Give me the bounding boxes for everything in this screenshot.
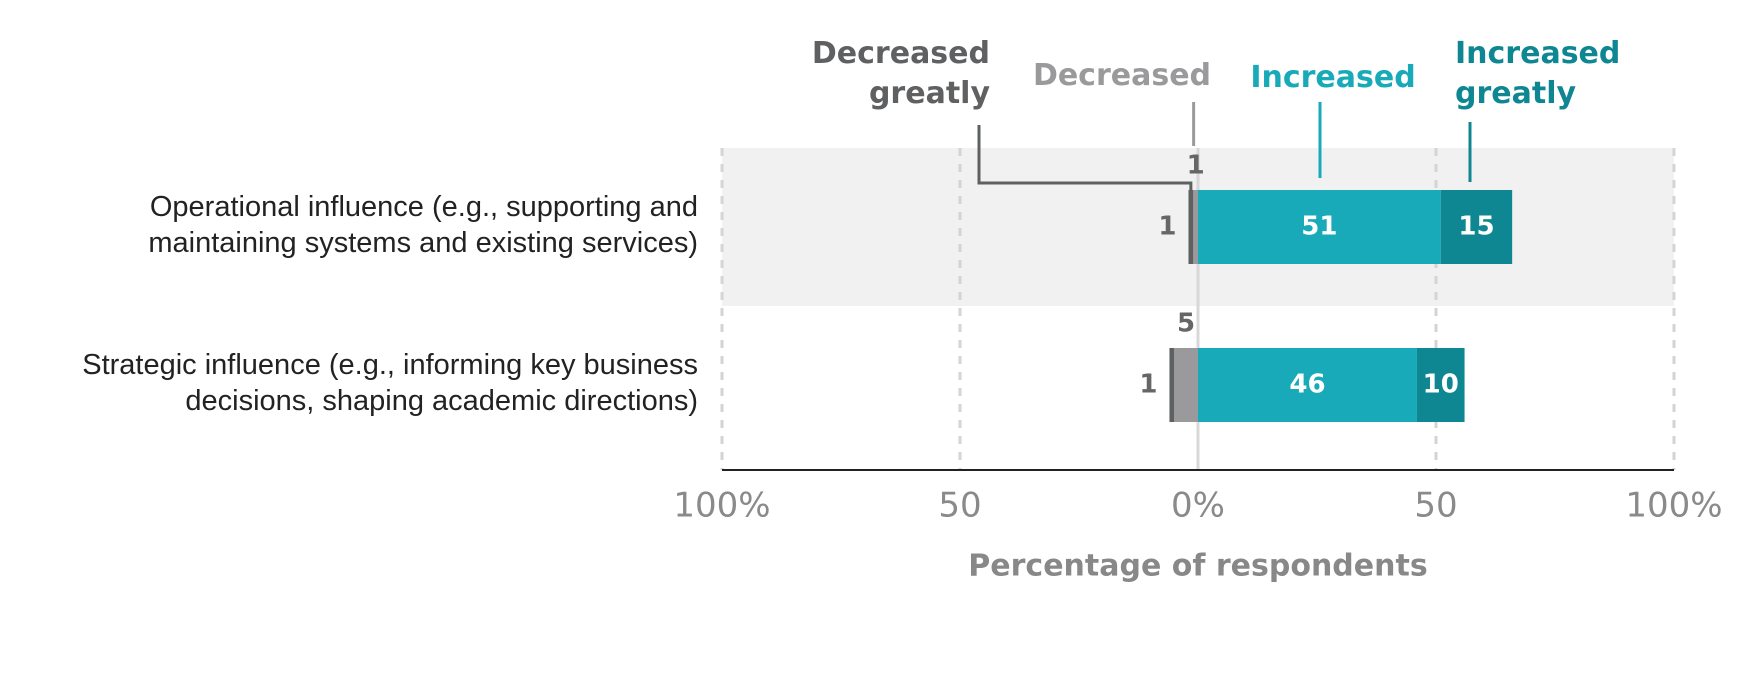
- bar-segment: [1174, 348, 1198, 422]
- bar-segment: [1198, 348, 1417, 422]
- legend-label: Decreased greatly: [811, 36, 990, 111]
- value-label: 1: [1158, 212, 1176, 242]
- legend-label: Decreased: [1032, 58, 1212, 93]
- category-label: Strategic influence (e.g., informing key…: [82, 349, 698, 417]
- value-label: 51: [1301, 212, 1337, 242]
- bar-segment: [1188, 190, 1194, 264]
- bar-segment: [1169, 348, 1175, 422]
- bar-segment: [1193, 190, 1198, 264]
- bar-segment: [1440, 190, 1513, 264]
- value-label: 15: [1458, 212, 1494, 242]
- x-tick-label: 100%: [1625, 486, 1722, 526]
- legend-label: Increased: [1250, 60, 1416, 95]
- value-label: 5: [1177, 309, 1195, 339]
- x-tick-label: 50: [1414, 486, 1457, 526]
- value-label: 10: [1423, 370, 1459, 400]
- x-axis-title: Percentage of respondents: [968, 549, 1427, 584]
- bar-segment: [1416, 348, 1465, 422]
- legend-leader: [977, 125, 1193, 204]
- bar-segment: [1198, 190, 1441, 264]
- value-label: 1: [1187, 151, 1205, 181]
- x-tick-label: 50: [938, 486, 981, 526]
- category-label: Operational influence (e.g., supporting …: [148, 191, 698, 259]
- x-tick-label: 0%: [1171, 486, 1225, 526]
- x-tick-label: 100%: [673, 486, 770, 526]
- value-label: 1: [1139, 370, 1157, 400]
- value-label: 46: [1289, 370, 1325, 400]
- legend-label: Increased greatly: [1455, 36, 1621, 111]
